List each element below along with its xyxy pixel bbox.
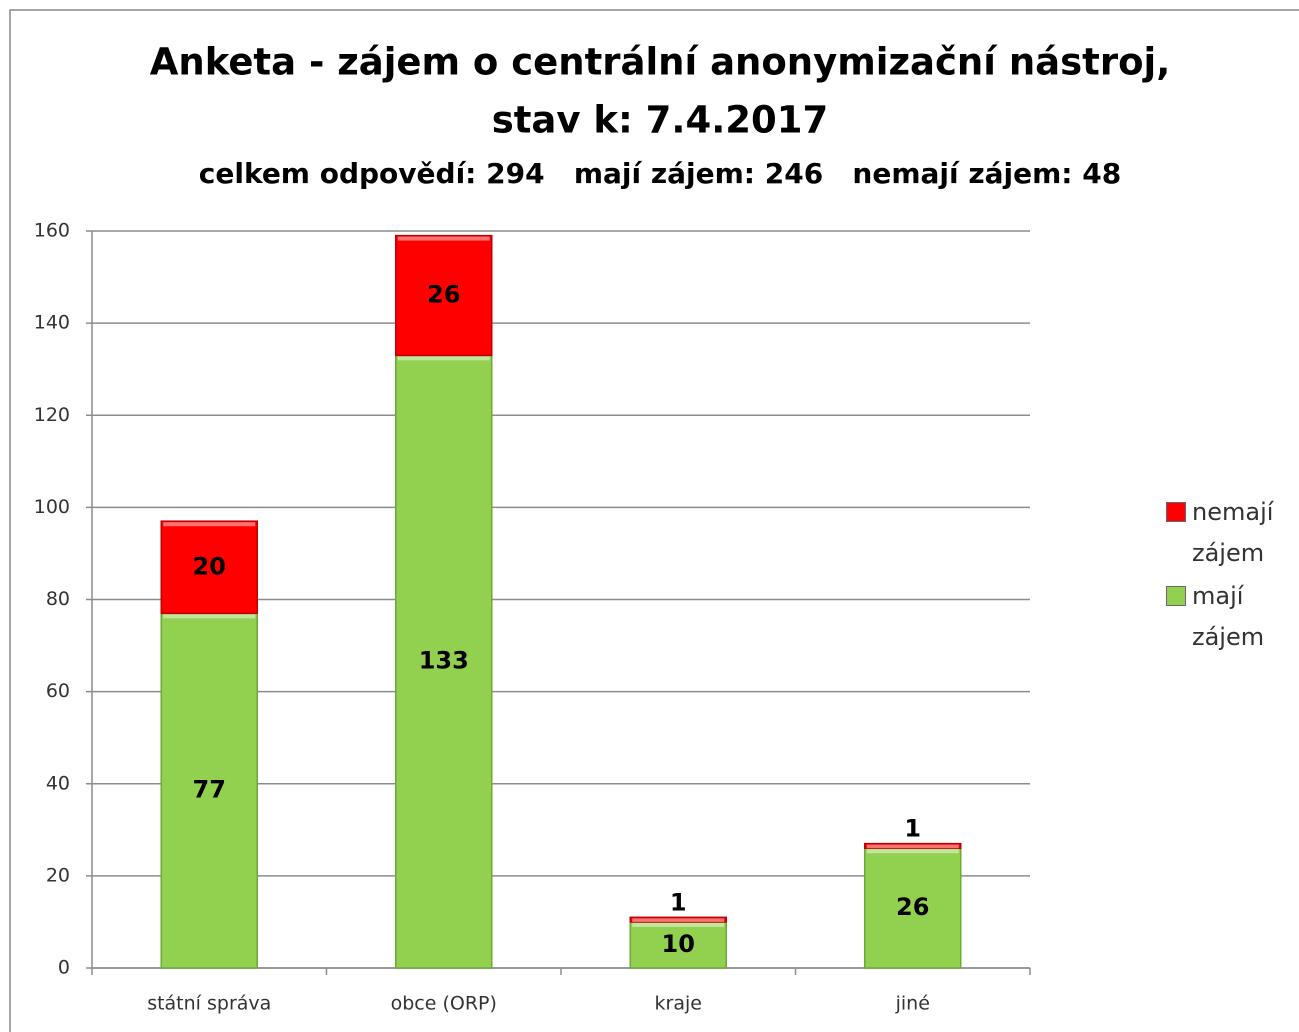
bar-highlight [163,614,256,619]
bar-highlight [866,849,959,854]
data-label: 20 [193,552,226,580]
chart-title: Anketa - zájem o centrální anonymizační … [150,41,1171,84]
chart-border [9,9,1299,1032]
bar-segment [160,520,258,615]
bar-segment [395,234,493,357]
bar-highlight [632,922,725,927]
data-label: 1 [904,815,921,843]
x-tick-label: obce (ORP) [391,993,497,1015]
legend-swatch [1166,586,1186,606]
bar-highlight [397,356,490,361]
data-label: 26 [427,280,460,308]
y-tick-label: 80 [46,588,70,610]
data-label: 133 [419,647,469,675]
legend-item: nemají zájem [1166,492,1286,574]
data-label: 10 [662,930,695,958]
x-tick-label: kraje [655,993,702,1015]
data-label: 77 [193,776,226,804]
bar-highlight [397,236,490,241]
y-tick-label: 120 [34,404,70,426]
legend-label: nemají zájem [1192,498,1274,567]
x-tick-label: státní správa [147,993,271,1015]
bar-segment [395,354,493,969]
bar-highlight [866,844,959,849]
data-label: 1 [670,888,687,916]
bar-segment [864,842,962,849]
chart-title: stav k: 7.4.2017 [492,99,829,142]
legend: nemají zájem mají zájem [1166,492,1286,660]
bar-segment [864,847,962,969]
bar-segment [629,916,727,923]
y-tick-label: 140 [34,312,70,334]
legend-swatch [1166,502,1186,522]
bar-highlight [632,918,725,922]
y-tick-label: 0 [58,957,70,979]
y-tick-label: 20 [46,864,70,886]
y-tick-label: 100 [34,496,70,518]
y-tick-label: 160 [34,220,70,242]
bar-segment [160,612,258,969]
data-label: 26 [896,893,929,921]
legend-label: mají zájem [1192,582,1265,651]
chart-subtitle: celkem odpovědí: 294 mají zájem: 246 nem… [199,157,1121,190]
y-tick-label: 40 [46,772,70,794]
y-tick-label: 60 [46,680,70,702]
x-tick-label: jiné [895,993,930,1015]
legend-item: mají zájem [1166,576,1286,658]
bar-highlight [163,522,256,527]
